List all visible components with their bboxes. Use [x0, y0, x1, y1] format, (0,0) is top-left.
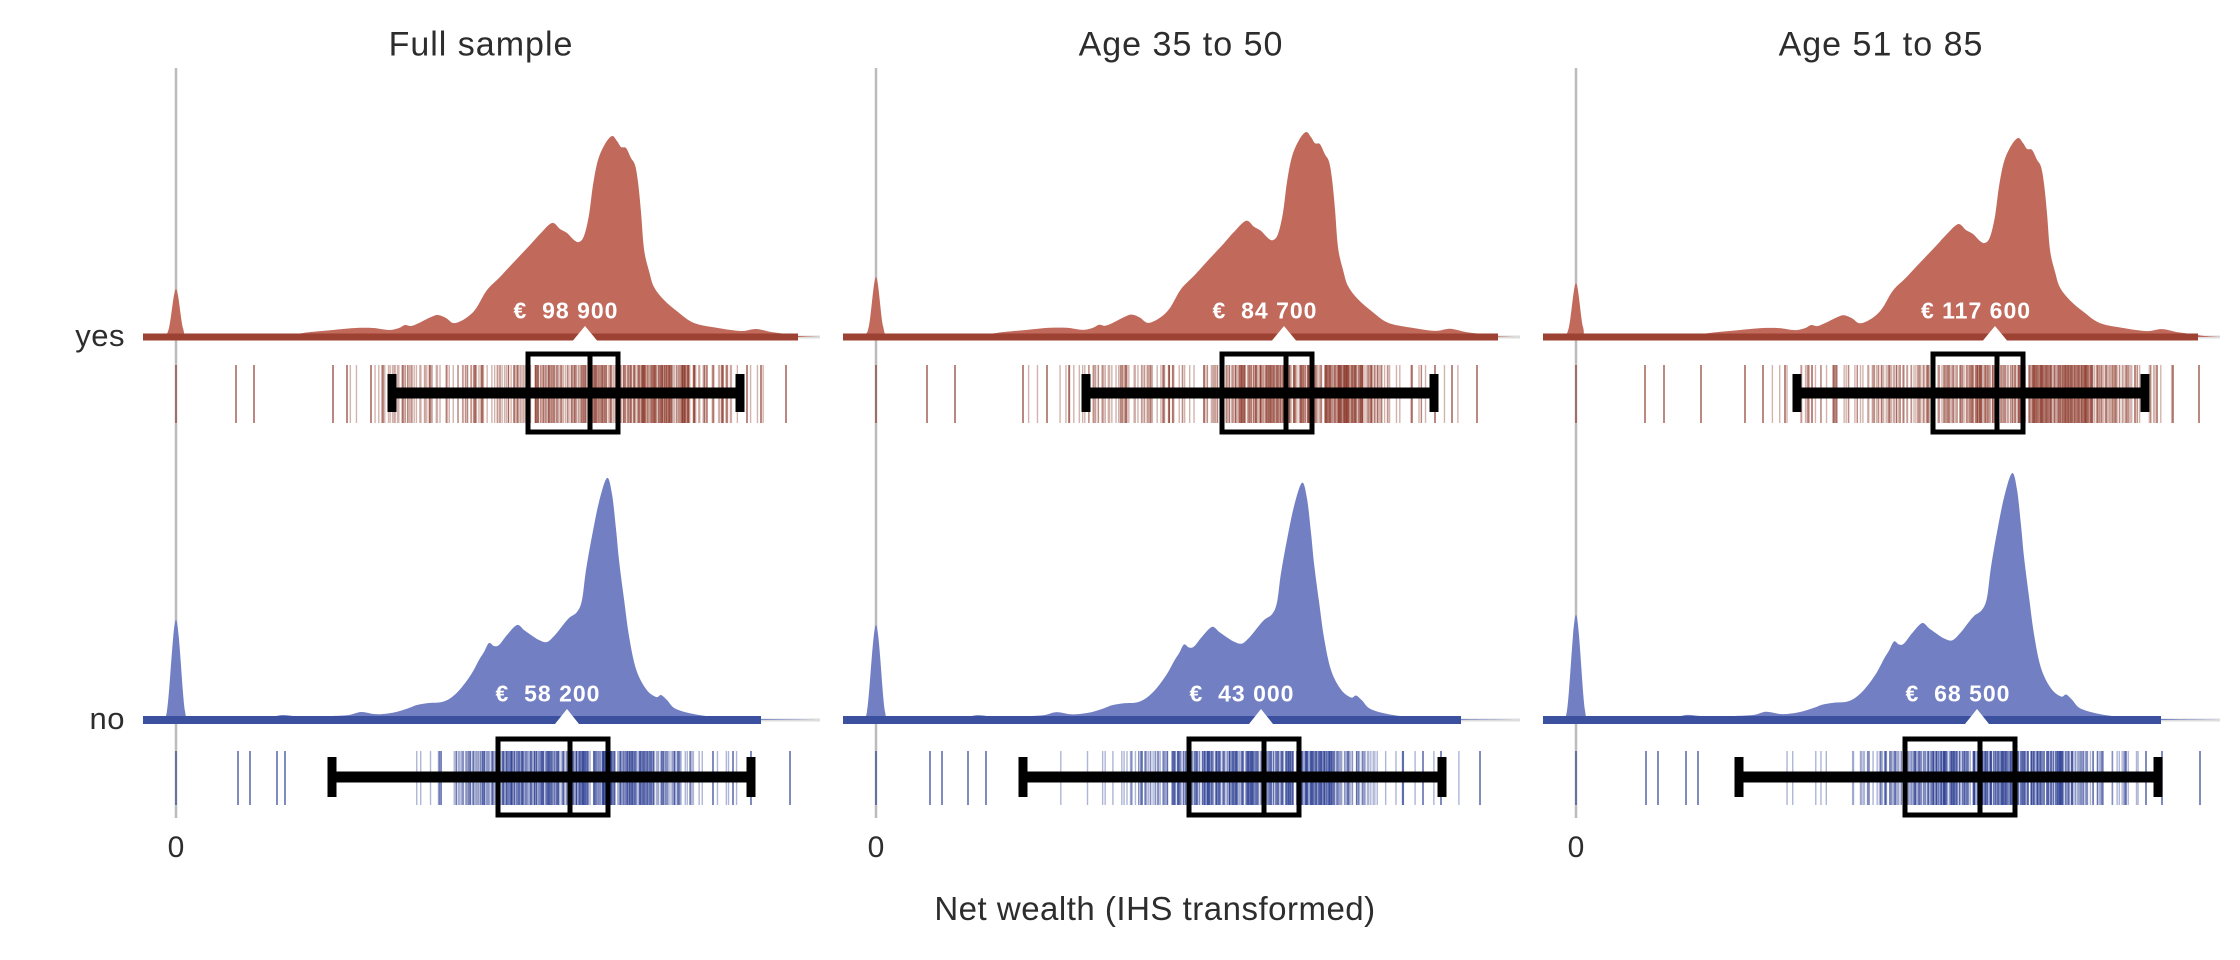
density-area-no [1543, 473, 2220, 721]
whisker-line [1797, 387, 2145, 399]
density-baseline-yes [1543, 333, 2198, 341]
density-baseline-no [143, 716, 761, 724]
facet-title-full-sample: Full sample [388, 25, 574, 64]
boxplot-yes [1081, 351, 1439, 435]
box [1902, 736, 2018, 818]
whisker-cap-left [1018, 757, 1028, 797]
median-notch-yes [573, 326, 597, 341]
density-area-no [143, 477, 820, 721]
group-no [843, 482, 1520, 818]
rug-no [175, 751, 791, 805]
x-tick-zero-panel3: 0 [1567, 831, 1585, 864]
whisker-cap-left [1734, 757, 1744, 797]
median-notch-no [1249, 709, 1273, 724]
whisker-cap-left [327, 757, 337, 797]
whisker-cap-right [1437, 757, 1447, 797]
whisker-cap-right [2140, 374, 2150, 412]
x-axis-title: Net wealth (IHS transformed) [934, 890, 1376, 927]
whisker-cap-right [1429, 374, 1439, 412]
boxplot-no [1018, 736, 1447, 818]
median-label-yes-age-35-50: € 84 700 [1212, 297, 1318, 324]
whisker-line [1086, 387, 1434, 399]
whisker-cap-right [746, 757, 756, 797]
group-yes [143, 135, 820, 435]
median-label-yes-full-sample: € 98 900 [513, 297, 619, 324]
facet-panel-0 [143, 68, 820, 818]
median-notch-yes [1272, 326, 1296, 341]
density-area-yes [1543, 137, 2220, 337]
median-notch-no [1965, 709, 1989, 724]
density-baseline-no [843, 716, 1461, 724]
facet-panel-2 [1543, 68, 2220, 818]
median-label-no-age-35-50: € 43 000 [1189, 680, 1295, 707]
density-baseline-no [1543, 716, 2161, 724]
whisker-line [1023, 771, 1442, 783]
box [495, 736, 611, 818]
density-area-yes [843, 131, 1520, 337]
boxplot-no [327, 736, 756, 818]
row-label-yes: yes [75, 318, 125, 353]
row-label-no: no [89, 701, 125, 736]
density-area-yes [143, 135, 820, 337]
facet-title-age-35-50: Age 35 to 50 [1078, 25, 1284, 64]
whisker-line [1739, 771, 2158, 783]
whisker-cap-left [1081, 374, 1091, 412]
facet-panel-1 [843, 68, 1520, 818]
box [1930, 351, 2026, 435]
median-label-no-age-51-85: € 68 500 [1905, 680, 2011, 707]
boxplot-no [1734, 736, 2163, 818]
whisker-line [332, 771, 751, 783]
boxplot-yes [1792, 351, 2150, 435]
median-label-yes-age-51-85: € 117 600 [1920, 297, 2032, 324]
whisker-cap-left [387, 374, 397, 412]
x-tick-zero-panel2: 0 [867, 831, 885, 864]
group-yes [843, 131, 1520, 435]
density-area-no [843, 482, 1520, 721]
whisker-cap-right [2153, 757, 2163, 797]
group-no [143, 477, 820, 818]
group-no [1543, 473, 2220, 818]
median-label-no-full-sample: € 58 200 [495, 680, 601, 707]
whisker-cap-right [735, 374, 745, 412]
median-notch-yes [1983, 326, 2007, 341]
group-yes [1543, 137, 2220, 435]
median-notch-no [555, 709, 579, 724]
box [1219, 351, 1315, 435]
whisker-cap-left [1792, 374, 1802, 412]
boxplot-yes [387, 351, 745, 435]
box [1186, 736, 1302, 818]
box [525, 351, 621, 435]
density-baseline-yes [843, 333, 1498, 341]
facet-title-age-51-85: Age 51 to 85 [1778, 25, 1984, 64]
density-baseline-yes [143, 333, 798, 341]
whisker-line [392, 387, 740, 399]
x-tick-zero-panel1: 0 [167, 831, 185, 864]
